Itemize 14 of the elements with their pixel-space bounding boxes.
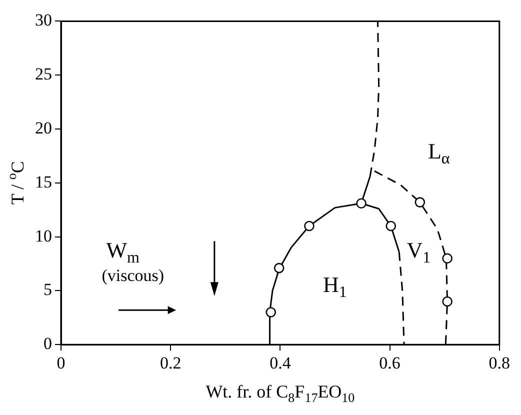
x-tick-label: 0.8 [488,353,510,372]
annotation: (viscous) [102,266,164,286]
y-tick-label: 10 [35,226,52,246]
x-tick-label: 0 [56,353,66,372]
y-tick-label: 20 [35,118,52,138]
x-tick-label: 0.2 [160,353,182,372]
y-axis-title: T / oC [4,161,28,205]
y-tick-label: 15 [35,172,52,192]
x-tick-label: 0.6 [379,353,400,372]
y-tick-label: 30 [35,10,52,30]
y-tick-label: 25 [35,64,52,84]
x-tick-label: 0.4 [270,353,292,372]
y-tick-label: 0 [44,334,52,354]
y-tick-label: 5 [44,280,52,300]
